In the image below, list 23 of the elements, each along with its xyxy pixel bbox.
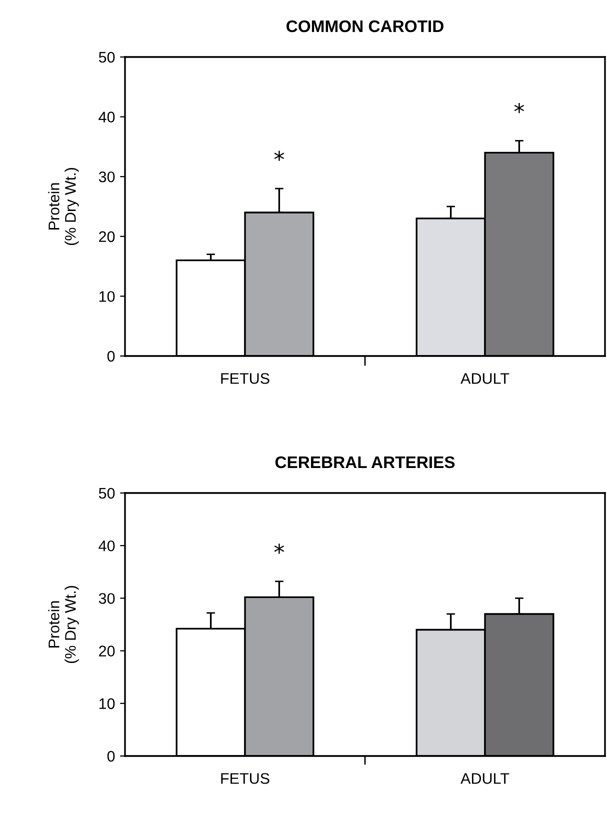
x-tick-label: ADULT [460, 373, 510, 384]
annotation: * [274, 544, 284, 554]
y-tick-label: 30 [98, 171, 115, 182]
annotation: * [274, 150, 284, 161]
y-tick-label: 10 [99, 698, 115, 710]
y-tick-label: 20 [99, 646, 115, 656]
y-tick-label: 40 [98, 112, 115, 122]
chart-title: CEREBRAL ARTERIES [275, 456, 455, 468]
y-tick-label: 20 [99, 231, 115, 242]
y-tick-label: 40 [98, 540, 115, 552]
x-tick-label: FETUS [221, 373, 270, 384]
x-tick-label: ADULT [460, 773, 510, 784]
y-tick-label: 50 [98, 488, 115, 499]
y-axis-title: Protein (% Dry Wt.) [48, 168, 79, 246]
y-tick-label: 0 [107, 350, 115, 362]
chart-title: COMMON CAROTID [286, 20, 444, 32]
y-axis-title: Protein (% Dry Wt.) [48, 586, 79, 664]
y-tick-label: 10 [99, 291, 115, 302]
y-tick-label: 30 [98, 593, 115, 604]
y-tick-label: 50 [98, 52, 115, 63]
x-tick-label: FETUS [221, 773, 270, 784]
annotation: * [514, 102, 524, 114]
y-tick-label: 0 [107, 750, 115, 762]
